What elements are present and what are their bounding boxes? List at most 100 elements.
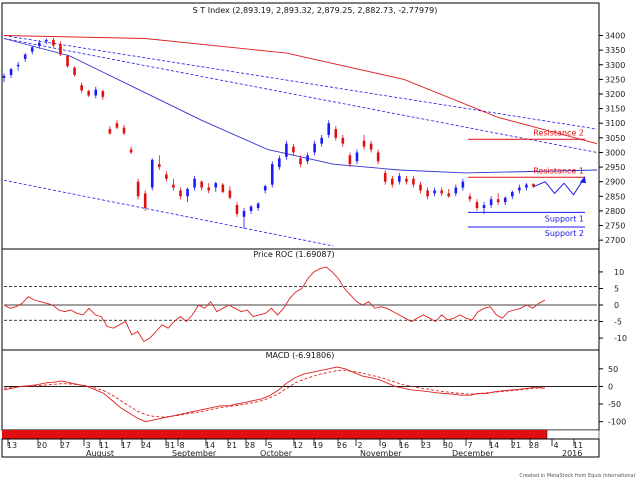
- candle-body: [214, 183, 218, 188]
- level-label: Support 2: [545, 229, 584, 238]
- date-tick-label: 14: [205, 441, 215, 450]
- date-tick-label: 27: [60, 441, 70, 450]
- price-ytick-label: 2900: [605, 178, 625, 187]
- candle-body: [426, 190, 429, 197]
- date-tick-label: 26: [337, 441, 347, 450]
- date-tick-label: 14: [489, 441, 499, 450]
- candle-body: [129, 149, 133, 153]
- candle-body: [383, 172, 387, 182]
- price-ytick-label: 2850: [605, 192, 625, 201]
- candle-body: [398, 175, 401, 182]
- macd-ytick-label: -50: [608, 400, 621, 409]
- candle-body: [23, 54, 27, 59]
- date-tick-label: 28: [529, 441, 539, 450]
- date-tick-label: 7: [467, 441, 472, 450]
- candle-body: [320, 137, 323, 144]
- candle-body: [179, 190, 182, 197]
- date-tick-label: 11: [573, 441, 583, 450]
- candle-body: [193, 178, 196, 188]
- date-tick-label: 19: [313, 441, 323, 450]
- price-ytick-label: 3300: [605, 61, 625, 70]
- candle-body: [348, 155, 352, 165]
- price-ytick-label: 3250: [605, 75, 625, 84]
- candle-body: [390, 178, 394, 185]
- month-label: November: [360, 449, 402, 458]
- date-tick-label: 4: [553, 441, 558, 450]
- date-tick-label: 21: [511, 441, 521, 450]
- date-tick-label: 24: [141, 441, 151, 450]
- candle-body: [16, 64, 20, 67]
- candle-body: [158, 164, 161, 168]
- date-tick-label: 16: [399, 441, 409, 450]
- candle-body: [278, 158, 281, 168]
- candle-body: [475, 202, 479, 208]
- roc-layer: [3, 266, 597, 342]
- candle-body: [221, 184, 225, 192]
- candle-body: [263, 186, 267, 191]
- macd-layer: [3, 366, 597, 423]
- date-tick-label: 13: [7, 441, 17, 450]
- candle-body: [525, 184, 528, 188]
- date-axis: [1, 438, 600, 458]
- candle-body: [2, 75, 6, 78]
- candle-body: [461, 181, 465, 188]
- price-panel: [1, 2, 600, 250]
- candle-body: [122, 127, 126, 134]
- roc-ytick-label: -10: [614, 334, 627, 343]
- candle-body: [249, 206, 253, 211]
- date-tick-label: 17: [121, 441, 131, 450]
- candle-body: [94, 89, 98, 96]
- candle-body: [45, 39, 48, 42]
- price-ytick-label: 3050: [605, 134, 625, 143]
- candle-body: [468, 196, 472, 200]
- candle-body: [200, 181, 203, 188]
- price-ytick-label: 3200: [605, 90, 625, 99]
- candle-body: [80, 85, 83, 91]
- credit-text: Created in MetaStock from Equis Internat…: [519, 473, 635, 479]
- roc-ytick-label: -5: [614, 318, 622, 327]
- macd-series-dashed: [3, 370, 545, 418]
- price-ytick-label: 3150: [605, 105, 625, 114]
- candle-body: [496, 199, 500, 203]
- date-tick-label: 30: [443, 441, 453, 450]
- candle-body: [186, 189, 189, 197]
- roc-title: Price ROC (1.69087): [253, 250, 334, 259]
- trendline-lower: [3, 179, 334, 247]
- date-tick-label: 21: [227, 441, 237, 450]
- candle-body: [503, 197, 507, 203]
- candle-body: [150, 159, 154, 188]
- date-tick-label: 12: [293, 441, 303, 450]
- price-ytick-label: 2700: [605, 236, 625, 245]
- price-ytick-label: 2950: [605, 163, 625, 172]
- trendline-upper: [3, 38, 598, 153]
- candle-body: [115, 123, 119, 128]
- candle-body: [454, 187, 458, 194]
- candle-body: [412, 178, 415, 185]
- candle-body: [482, 205, 486, 208]
- candle-body: [165, 174, 168, 179]
- month-label: September: [172, 449, 217, 458]
- price-ytick-label: 2800: [605, 207, 625, 216]
- candle-body: [313, 143, 316, 153]
- projection-arrowhead: [579, 176, 586, 184]
- date-tick-label: 9: [381, 441, 386, 450]
- axis-layer: 2700275028002850290029503000305031003150…: [7, 32, 627, 458]
- candle-body: [362, 140, 366, 147]
- macd-series-solid: [3, 366, 546, 423]
- candle-body: [341, 137, 345, 144]
- date-tick-label: 31: [165, 441, 175, 450]
- candle-body: [440, 190, 443, 194]
- candle-body: [270, 164, 274, 185]
- candle-body: [73, 67, 76, 75]
- candle-body: [207, 187, 211, 191]
- candle-body: [101, 91, 105, 97]
- red-band-gap: [546, 429, 600, 440]
- candle-body: [108, 129, 112, 134]
- level-label: Resistance 2: [533, 128, 584, 137]
- date-tick-label: 3: [85, 441, 90, 450]
- macd-ytick-label: 50: [608, 365, 618, 374]
- candle-body: [292, 146, 295, 153]
- red-band: [2, 430, 547, 439]
- candle-body: [405, 178, 408, 182]
